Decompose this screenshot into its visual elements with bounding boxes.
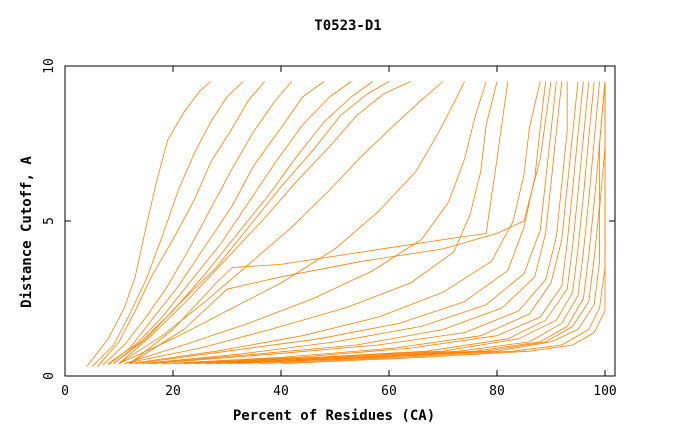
series-line-9 xyxy=(118,81,411,364)
series-line-5 xyxy=(107,81,325,366)
series-line-26 xyxy=(216,81,606,364)
series-line-13 xyxy=(124,81,498,364)
series-line-29 xyxy=(259,81,606,364)
x-axis: 0 20 40 60 80 100 xyxy=(61,66,617,399)
y-axis-label: Distance Cutoff, A xyxy=(19,156,35,308)
series-line-21 xyxy=(162,81,579,364)
series-line-14 xyxy=(129,81,509,364)
series-line-23 xyxy=(183,81,590,364)
series-line-7 xyxy=(113,81,374,364)
y-tick-label-10: 10 xyxy=(42,58,57,74)
series-line-10 xyxy=(118,81,444,364)
series-line-6 xyxy=(107,81,352,364)
y-tick-label-0: 0 xyxy=(42,372,57,380)
x-tick-label-40: 40 xyxy=(273,384,289,399)
series-line-19 xyxy=(145,81,563,364)
series-line-12 xyxy=(124,81,487,364)
y-axis: 0 5 10 xyxy=(42,58,615,380)
series-line-24 xyxy=(194,81,595,364)
chart-title: T0523-D1 xyxy=(314,18,381,34)
series-line-18 xyxy=(140,81,557,364)
x-axis-label: Percent of Residues (CA) xyxy=(233,408,435,424)
series-line-30 xyxy=(280,81,606,364)
series-line-4 xyxy=(102,81,293,366)
series-line-20 xyxy=(151,81,568,364)
series-line-3 xyxy=(97,81,266,367)
series-line-11 xyxy=(118,81,465,364)
x-tick-label-60: 60 xyxy=(381,384,397,399)
series-line-22 xyxy=(172,81,584,364)
x-tick-label-100: 100 xyxy=(593,384,616,399)
curves-group xyxy=(86,81,606,367)
x-tick-label-80: 80 xyxy=(489,384,505,399)
series-line-1 xyxy=(86,81,212,367)
series-line-25 xyxy=(205,81,600,364)
series-line-17 xyxy=(135,81,546,364)
series-line-2 xyxy=(91,81,244,367)
x-tick-label-0: 0 xyxy=(61,384,69,399)
series-line-8 xyxy=(113,81,390,364)
series-line-16 xyxy=(129,81,541,364)
x-tick-label-20: 20 xyxy=(165,384,181,399)
series-line-27 xyxy=(226,81,606,364)
series-line-28 xyxy=(237,81,606,364)
y-tick-label-5: 5 xyxy=(42,217,57,225)
